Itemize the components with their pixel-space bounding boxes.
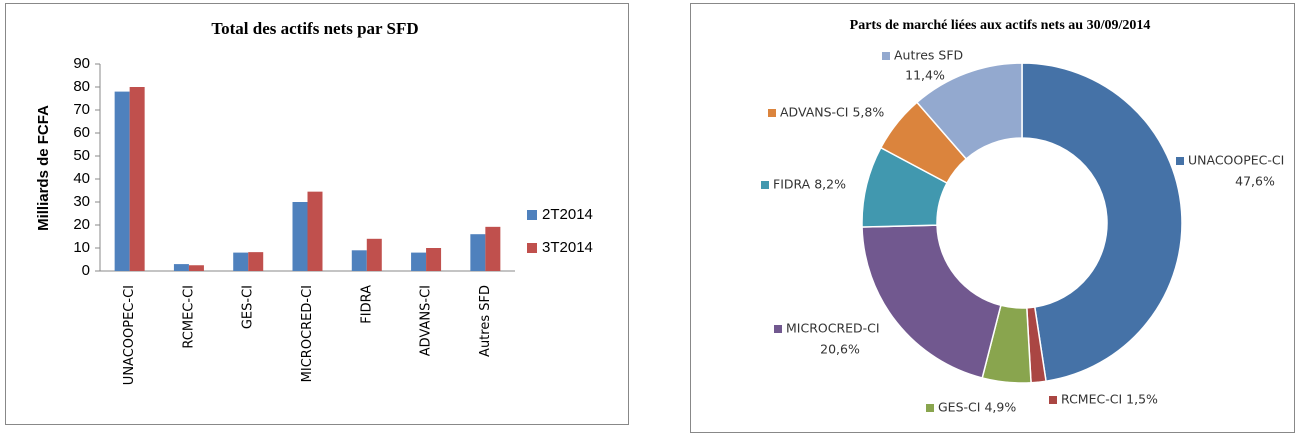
- label-marker: [926, 404, 934, 412]
- legend-label: 2T2014: [542, 206, 593, 223]
- donut-slice: [1021, 62, 1183, 383]
- y-tick-label: 20: [73, 216, 90, 233]
- bar: [188, 265, 204, 271]
- label-marker: [774, 325, 782, 333]
- slice-label: MICROCRED-CI: [786, 321, 880, 336]
- bar: [173, 264, 189, 271]
- y-tick-label: 90: [73, 55, 90, 72]
- bar: [426, 248, 442, 271]
- donut-slice: [915, 62, 1023, 160]
- slice-label: FIDRA: [773, 177, 811, 192]
- slice-label: UNACOOPEC-CI: [1188, 153, 1284, 168]
- bar: [114, 91, 130, 271]
- x-tick-label: GES-CI: [241, 285, 256, 329]
- slice-value-label: 47,6%: [1235, 174, 1275, 189]
- legend-label: 3T2014: [542, 239, 593, 256]
- slice-label: ADVANS-CI: [780, 105, 848, 120]
- donut-slice: [861, 224, 1002, 379]
- slice-label: RCMEC-CI: [1061, 392, 1122, 407]
- y-tick-label: 60: [73, 124, 90, 141]
- x-tick-label: RCMEC-CI: [181, 285, 196, 349]
- label-marker: [1176, 157, 1184, 165]
- y-tick-label: 40: [73, 170, 90, 187]
- bar: [366, 238, 382, 271]
- bar: [233, 252, 249, 271]
- legend-swatch: [527, 210, 537, 220]
- slice-value-label: 4,9%: [984, 400, 1016, 415]
- legend-swatch: [527, 243, 537, 253]
- slice-value-label: 1,5%: [1126, 392, 1158, 407]
- bar: [351, 250, 367, 271]
- label-marker: [882, 52, 890, 60]
- donut-chart-title: Parts de marché liées aux actifs nets au…: [850, 18, 1151, 33]
- bar: [248, 252, 264, 271]
- y-tick-label: 70: [73, 101, 90, 118]
- y-tick-label: 10: [73, 239, 90, 256]
- y-axis-label: Milliards de FCFA: [35, 105, 52, 231]
- bar: [292, 202, 308, 271]
- slice-value-label: 20,6%: [820, 342, 860, 357]
- y-tick-label: 50: [73, 147, 90, 164]
- x-tick-label: MICROCRED-CI: [300, 285, 315, 382]
- bar-chart-title: Total des actifs nets par SFD: [211, 19, 418, 38]
- y-tick-label: 30: [73, 193, 90, 210]
- slice-value-label: 11,4%: [905, 68, 945, 83]
- y-tick-label: 80: [73, 78, 90, 95]
- slice-label: GES-CI: [938, 400, 980, 415]
- x-tick-label: UNACOOPEC-CI: [122, 285, 137, 385]
- label-marker: [761, 181, 769, 189]
- bar: [411, 252, 427, 271]
- slice-value-label: 5,8%: [852, 105, 884, 120]
- bar: [129, 87, 145, 271]
- y-tick-label: 0: [82, 262, 90, 279]
- bar: [470, 234, 486, 271]
- bar: [307, 191, 323, 271]
- x-tick-label: Autres SFD: [478, 285, 493, 357]
- slice-value-label: 8,2%: [814, 177, 846, 192]
- label-marker: [768, 109, 776, 117]
- bar: [485, 226, 501, 271]
- slice-label: Autres SFD: [894, 48, 963, 63]
- x-tick-label: FIDRA: [359, 285, 374, 324]
- label-marker: [1049, 396, 1057, 404]
- x-tick-label: ADVANS-CI: [419, 285, 434, 356]
